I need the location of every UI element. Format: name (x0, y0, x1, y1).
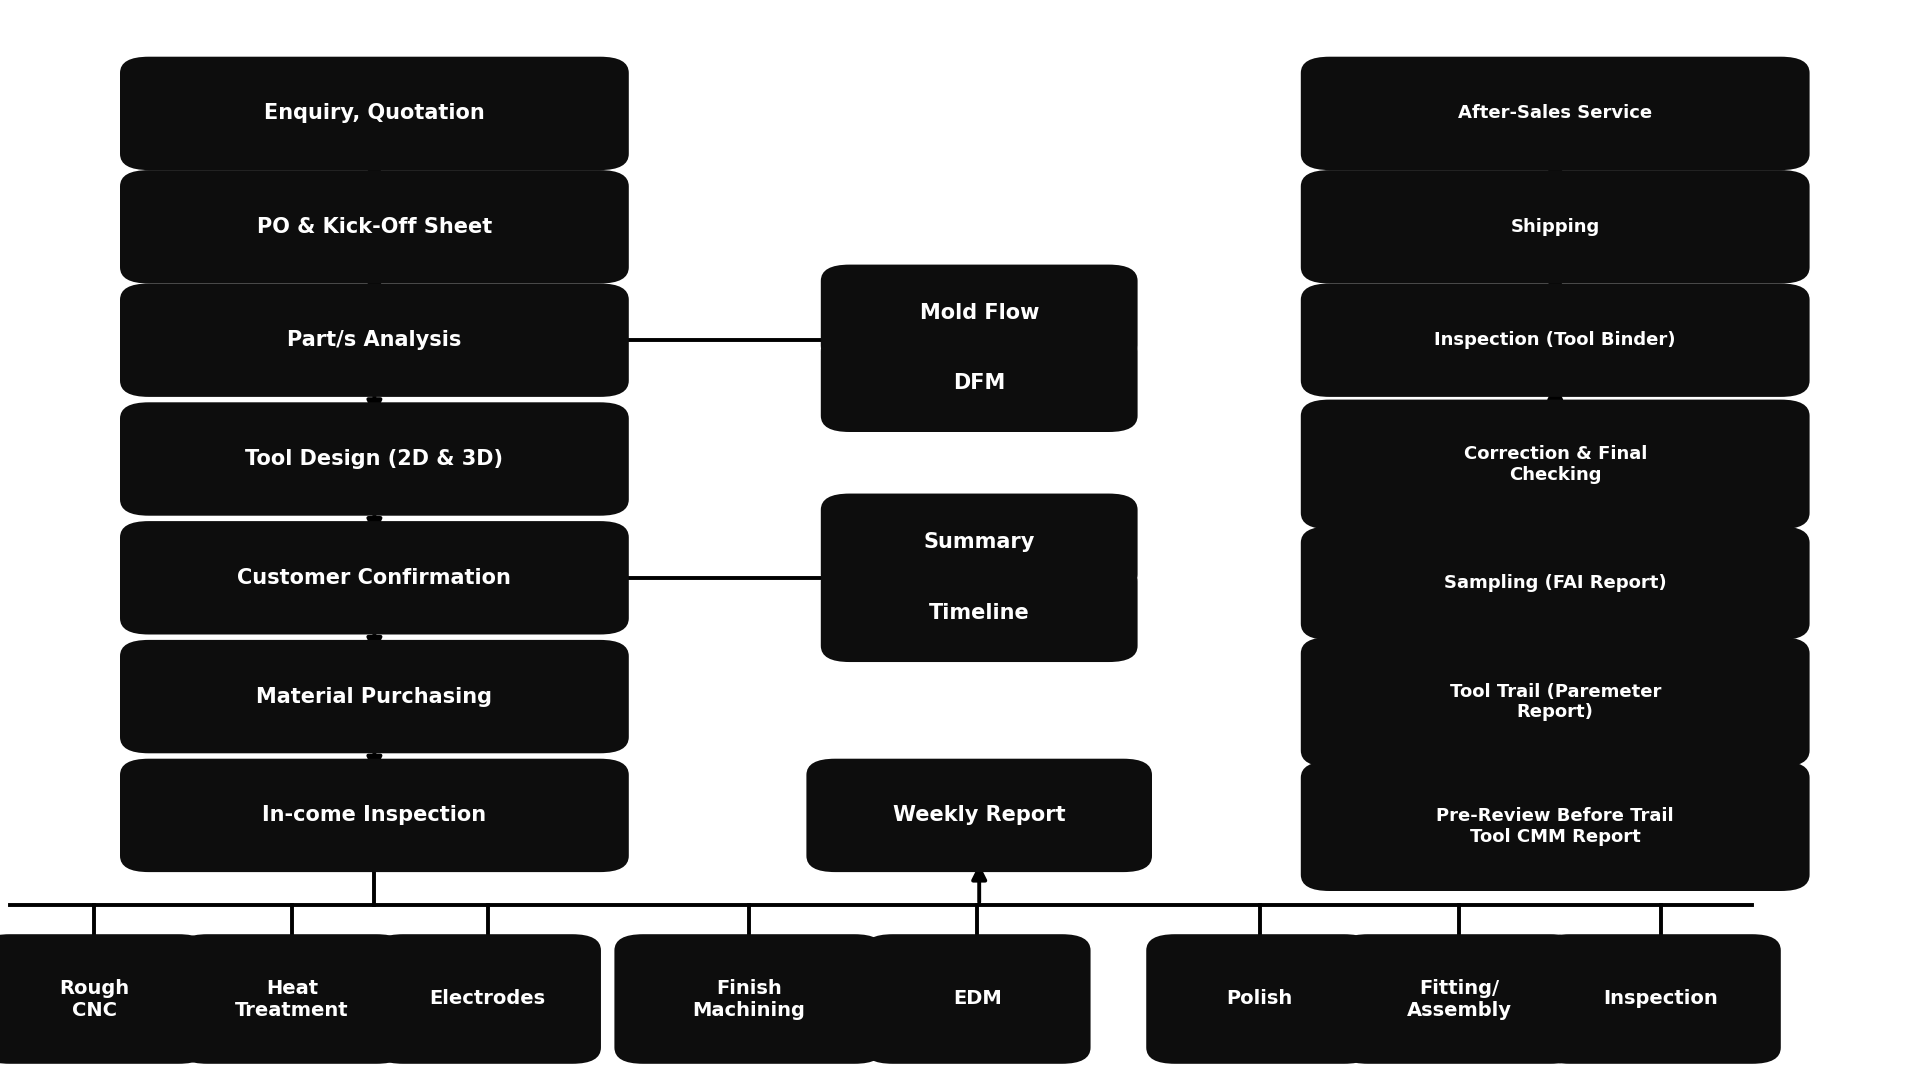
Text: Sampling (FAI Report): Sampling (FAI Report) (1444, 575, 1667, 592)
Text: Polish: Polish (1227, 989, 1292, 1009)
FancyBboxPatch shape (1302, 56, 1809, 170)
FancyBboxPatch shape (121, 283, 630, 396)
Text: Customer Confirmation: Customer Confirmation (238, 568, 511, 588)
Text: Inspection (Tool Binder): Inspection (Tool Binder) (1434, 332, 1676, 349)
FancyBboxPatch shape (1302, 637, 1809, 767)
FancyBboxPatch shape (374, 934, 601, 1064)
FancyBboxPatch shape (614, 934, 883, 1064)
FancyBboxPatch shape (822, 565, 1137, 662)
Text: Electrodes: Electrodes (430, 989, 545, 1009)
Text: Enquiry, Quotation: Enquiry, Quotation (265, 104, 484, 123)
FancyBboxPatch shape (121, 758, 630, 873)
Text: Heat
Treatment: Heat Treatment (234, 978, 349, 1020)
FancyBboxPatch shape (806, 758, 1152, 873)
Text: EDM: EDM (952, 989, 1002, 1009)
FancyBboxPatch shape (1340, 934, 1578, 1064)
Text: Tool Trail (Paremeter
Report): Tool Trail (Paremeter Report) (1450, 683, 1661, 721)
Text: Material Purchasing: Material Purchasing (257, 687, 492, 706)
FancyBboxPatch shape (121, 521, 630, 634)
Text: Correction & Final
Checking: Correction & Final Checking (1463, 445, 1647, 484)
Text: Inspection: Inspection (1603, 989, 1718, 1009)
FancyBboxPatch shape (822, 265, 1137, 362)
FancyBboxPatch shape (121, 56, 630, 170)
FancyBboxPatch shape (121, 403, 630, 516)
Text: Weekly Report: Weekly Report (893, 806, 1066, 825)
Text: PO & Kick-Off Sheet: PO & Kick-Off Sheet (257, 217, 492, 237)
FancyBboxPatch shape (1302, 761, 1809, 891)
Text: Shipping: Shipping (1511, 218, 1599, 235)
FancyBboxPatch shape (822, 494, 1137, 591)
FancyBboxPatch shape (0, 934, 207, 1064)
FancyBboxPatch shape (1540, 934, 1782, 1064)
FancyBboxPatch shape (1146, 934, 1373, 1064)
Text: After-Sales Service: After-Sales Service (1457, 105, 1653, 122)
FancyBboxPatch shape (864, 934, 1091, 1064)
Text: Summary: Summary (924, 532, 1035, 552)
FancyBboxPatch shape (1302, 283, 1809, 396)
Text: DFM: DFM (952, 374, 1006, 393)
Text: Finish
Machining: Finish Machining (693, 978, 804, 1020)
Text: Tool Design (2D & 3D): Tool Design (2D & 3D) (246, 449, 503, 469)
Text: Fitting/
Assembly: Fitting/ Assembly (1407, 978, 1511, 1020)
Text: Pre-Review Before Trail
Tool CMM Report: Pre-Review Before Trail Tool CMM Report (1436, 807, 1674, 846)
FancyBboxPatch shape (121, 639, 630, 754)
FancyBboxPatch shape (1302, 526, 1809, 639)
Text: In-come Inspection: In-come Inspection (263, 806, 486, 825)
FancyBboxPatch shape (179, 934, 405, 1064)
FancyBboxPatch shape (1302, 170, 1809, 283)
Text: Part/s Analysis: Part/s Analysis (288, 330, 461, 350)
Text: Timeline: Timeline (929, 604, 1029, 623)
FancyBboxPatch shape (822, 335, 1137, 432)
Text: Rough
CNC: Rough CNC (60, 978, 129, 1020)
Text: Mold Flow: Mold Flow (920, 303, 1039, 323)
FancyBboxPatch shape (1302, 400, 1809, 529)
FancyBboxPatch shape (121, 170, 630, 283)
